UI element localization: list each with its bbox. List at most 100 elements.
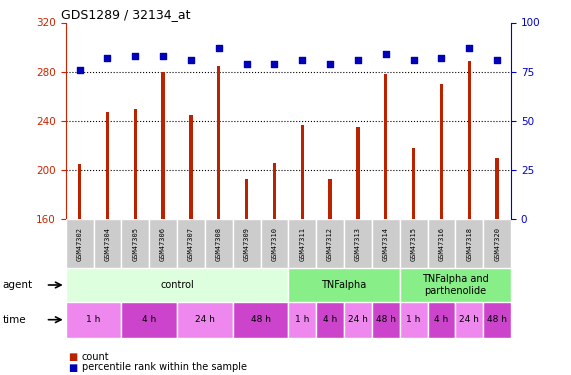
Bar: [468, 61, 471, 219]
Text: control: control: [160, 280, 194, 290]
Text: GSM47312: GSM47312: [327, 227, 333, 261]
Text: GSM47318: GSM47318: [467, 227, 472, 261]
Bar: [122, 302, 177, 338]
Bar: [483, 302, 511, 338]
Bar: [177, 219, 205, 268]
Bar: [288, 268, 400, 302]
Text: time: time: [3, 315, 26, 325]
Text: TNFalpha: TNFalpha: [321, 280, 367, 290]
Bar: [400, 219, 428, 268]
Bar: [217, 66, 220, 219]
Bar: [372, 302, 400, 338]
Text: ■: ■: [69, 352, 78, 362]
Text: GSM47311: GSM47311: [299, 227, 305, 261]
Bar: [233, 219, 260, 268]
Text: GSM47309: GSM47309: [244, 227, 250, 261]
Point: [270, 61, 279, 67]
Bar: [356, 127, 360, 219]
Bar: [288, 219, 316, 268]
Text: GSM47313: GSM47313: [355, 227, 361, 261]
Text: 1 h: 1 h: [407, 315, 421, 324]
Bar: [260, 219, 288, 268]
Text: TNFalpha and
parthenolide: TNFalpha and parthenolide: [422, 274, 489, 296]
Bar: [134, 109, 137, 219]
Bar: [177, 302, 233, 338]
Bar: [456, 219, 483, 268]
Point: [437, 55, 446, 61]
Bar: [66, 219, 94, 268]
Bar: [316, 302, 344, 338]
Bar: [456, 302, 483, 338]
Point: [186, 57, 195, 63]
Text: 1 h: 1 h: [86, 315, 100, 324]
Text: GSM47304: GSM47304: [104, 227, 110, 261]
Bar: [400, 268, 511, 302]
Text: GSM47315: GSM47315: [411, 227, 417, 261]
Text: 24 h: 24 h: [348, 315, 368, 324]
Point: [353, 57, 363, 63]
Bar: [205, 219, 233, 268]
Text: GSM47320: GSM47320: [494, 227, 500, 261]
Bar: [66, 302, 122, 338]
Bar: [412, 148, 415, 219]
Bar: [300, 124, 304, 219]
Point: [131, 53, 140, 59]
Point: [103, 55, 112, 61]
Text: 24 h: 24 h: [195, 315, 215, 324]
Bar: [328, 179, 332, 219]
Bar: [428, 302, 456, 338]
Bar: [344, 219, 372, 268]
Bar: [78, 164, 81, 219]
Point: [214, 45, 223, 51]
Bar: [288, 302, 316, 338]
Bar: [94, 219, 122, 268]
Point: [242, 61, 251, 67]
Point: [75, 67, 84, 73]
Text: 48 h: 48 h: [251, 315, 271, 324]
Text: 4 h: 4 h: [323, 315, 337, 324]
Text: GSM47306: GSM47306: [160, 227, 166, 261]
Bar: [149, 219, 177, 268]
Bar: [122, 219, 149, 268]
Text: 48 h: 48 h: [487, 315, 507, 324]
Point: [297, 57, 307, 63]
Text: GSM47308: GSM47308: [216, 227, 222, 261]
Text: GSM47305: GSM47305: [132, 227, 138, 261]
Bar: [66, 268, 288, 302]
Bar: [428, 219, 456, 268]
Text: GSM47307: GSM47307: [188, 227, 194, 261]
Bar: [400, 302, 428, 338]
Point: [409, 57, 418, 63]
Text: count: count: [82, 352, 109, 362]
Text: 4 h: 4 h: [435, 315, 449, 324]
Bar: [162, 72, 165, 219]
Point: [465, 45, 474, 51]
Bar: [273, 163, 276, 219]
Text: 48 h: 48 h: [376, 315, 396, 324]
Bar: [483, 219, 511, 268]
Point: [325, 61, 335, 67]
Text: GDS1289 / 32134_at: GDS1289 / 32134_at: [61, 8, 191, 21]
Text: 1 h: 1 h: [295, 315, 309, 324]
Text: GSM47310: GSM47310: [271, 227, 278, 261]
Point: [159, 53, 168, 59]
Text: ■: ■: [69, 363, 78, 372]
Point: [493, 57, 502, 63]
Bar: [344, 302, 372, 338]
Bar: [384, 74, 388, 219]
Text: 4 h: 4 h: [142, 315, 156, 324]
Text: agent: agent: [3, 280, 33, 290]
Bar: [245, 179, 248, 219]
Text: GSM47302: GSM47302: [77, 227, 83, 261]
Text: percentile rank within the sample: percentile rank within the sample: [82, 363, 247, 372]
Bar: [316, 219, 344, 268]
Text: GSM47314: GSM47314: [383, 227, 389, 261]
Bar: [106, 112, 109, 219]
Point: [381, 51, 391, 57]
Bar: [233, 302, 288, 338]
Bar: [189, 115, 192, 219]
Text: 24 h: 24 h: [459, 315, 479, 324]
Bar: [440, 84, 443, 219]
Bar: [496, 158, 499, 219]
Bar: [372, 219, 400, 268]
